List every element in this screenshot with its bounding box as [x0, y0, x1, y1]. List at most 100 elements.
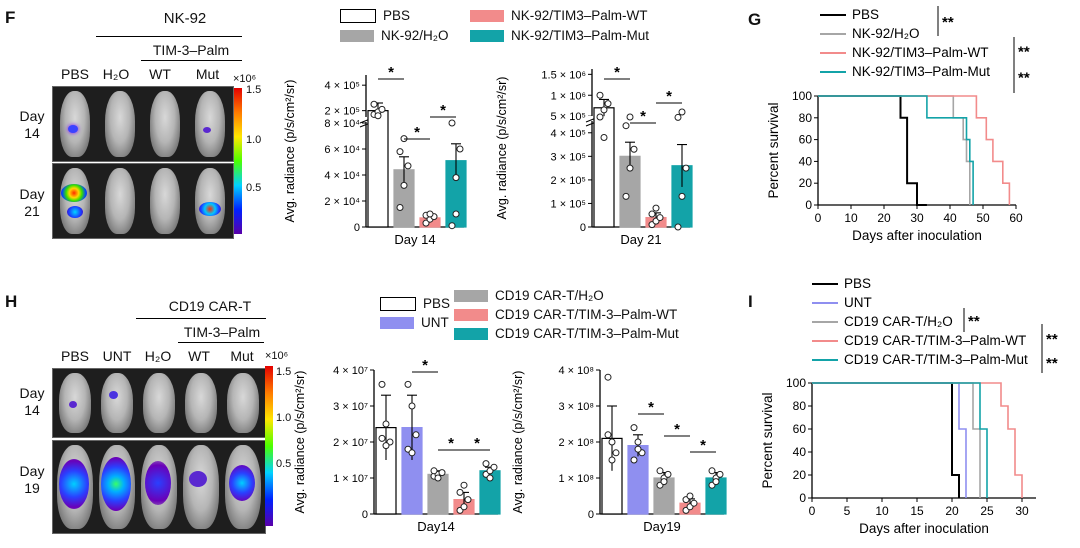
x-tick-label: 0: [809, 504, 816, 518]
data-point: [634, 445, 642, 453]
axis-break-gap: [586, 116, 692, 121]
data-point: [648, 210, 656, 218]
data-point: [626, 113, 634, 121]
x-tick-label: 10: [844, 211, 858, 225]
y-tick-label: 0: [362, 509, 368, 521]
y-tick-label: 4 × 10⁵: [551, 128, 586, 140]
h-scale-tick-1: 1.5: [276, 366, 292, 378]
data-point: [378, 434, 386, 442]
y-tick-label: 6 × 10⁴: [324, 144, 360, 156]
data-point: [382, 420, 390, 428]
h-row-day19: Day 19: [19, 463, 45, 496]
data-point: [400, 181, 408, 189]
x-tick-label: 60: [1009, 211, 1023, 225]
survival-line: [812, 382, 1023, 498]
data-point: [664, 470, 672, 478]
survival-line: [812, 382, 960, 498]
y-tick-label: 5 × 10⁵: [551, 111, 586, 123]
significance-label: **: [1046, 331, 1058, 348]
y-tick-label: 3 × 10⁵: [551, 151, 586, 163]
data-point: [600, 133, 608, 141]
panel-label-f: F: [5, 8, 16, 27]
h-legend-wt: CD19 CAR-T/TIM-3–Palm-WT: [454, 307, 677, 322]
data-point: [626, 164, 634, 172]
f-col-pbs: PBS: [60, 66, 89, 82]
legend-label: NK-92/TIM3–Palm-Mut: [852, 64, 990, 79]
x-tick-label: 30: [1015, 504, 1029, 518]
h-legend-unt: UNT: [380, 315, 449, 330]
significance-label: *: [440, 102, 446, 119]
data-point: [652, 204, 660, 212]
y-tick-label: 80: [793, 399, 807, 413]
h-group-divider: [136, 318, 266, 319]
data-point: [382, 442, 390, 450]
significance-label: *: [666, 88, 672, 105]
x-axis-label: Day 21: [620, 232, 661, 247]
f-legend-h2o: NK-92/H₂O: [340, 28, 449, 43]
data-point: [426, 210, 434, 218]
h-col-mut: Mut: [230, 348, 254, 364]
data-point: [712, 478, 720, 486]
x-tick-label: 15: [910, 504, 924, 518]
x-tick-label: 50: [976, 211, 990, 225]
f-scale-tick-1: 1.5: [246, 84, 262, 96]
y-tick-label: 1 × 10⁷: [333, 473, 368, 485]
h-scale-tick-2: 1.0: [276, 412, 292, 424]
significance-label: *: [388, 64, 394, 81]
data-point: [374, 112, 382, 120]
f-scale-tick-2: 1.0: [246, 134, 262, 146]
h-group-header: CD19 CAR-T: [168, 298, 252, 314]
survival-line: [812, 382, 967, 498]
y-tick-label: 60: [799, 133, 813, 147]
h-scale-tick-3: 0.5: [276, 458, 292, 470]
y-tick-label: 60: [793, 422, 807, 436]
f-legend-mut: NK-92/TIM3–Palm-Mut: [470, 28, 649, 43]
f-bli-image-day21: [52, 163, 234, 239]
x-axis-label: Day 14: [394, 232, 435, 247]
x-tick-label: 30: [910, 211, 924, 225]
survival-line: [818, 95, 971, 205]
legend-label: PBS: [844, 276, 871, 291]
y-axis-label: Percent survival: [766, 102, 781, 198]
data-point: [378, 105, 386, 113]
data-point: [490, 463, 498, 471]
legend-label: NK-92/TIM3–Palm-WT: [852, 45, 989, 60]
y-tick-label: 100: [792, 89, 812, 103]
x-tick-label: 20: [945, 504, 959, 518]
data-point: [604, 431, 612, 439]
x-axis-label: Days after inoculation: [859, 521, 989, 536]
data-point: [482, 460, 490, 468]
f-sub-divider: [141, 60, 242, 61]
f-scale-exponent: ×10⁶: [233, 73, 257, 85]
h-legend-pbs: PBS: [380, 296, 450, 312]
y-axis-label: Avg. radiance (p/s/cm²/sr): [293, 371, 307, 514]
x-tick-label: 20: [877, 211, 891, 225]
data-point: [604, 373, 612, 381]
x-tick-label: 40: [943, 211, 957, 225]
data-point: [634, 438, 642, 446]
h-col-h2o: H₂O: [144, 348, 172, 364]
significance-label: **: [1046, 355, 1058, 372]
data-point: [430, 467, 438, 475]
h-col-unt: UNT: [102, 348, 132, 364]
y-tick-label: 8 × 10⁴: [324, 118, 360, 130]
h-bli-image-day19: [52, 440, 266, 534]
data-point: [600, 106, 608, 114]
y-tick-label: 4 × 10⁵: [325, 80, 360, 92]
data-point: [438, 469, 446, 477]
significance-label: *: [640, 108, 646, 125]
f-row-day21: Day 21: [19, 186, 45, 219]
legend-label: CD19 CAR-T/H₂O: [844, 314, 953, 329]
data-point: [686, 492, 694, 500]
y-tick-label: 2 × 10⁸: [558, 437, 594, 449]
legend-label: CD19 CAR-T/TIM-3–Palm-Mut: [844, 352, 1028, 367]
h-scale-exponent: ×10⁶: [265, 350, 289, 362]
y-tick-label: 20: [799, 176, 813, 190]
legend-label: PBS: [852, 7, 879, 22]
x-tick-label: 5: [844, 504, 851, 518]
h-sub-divider: [178, 342, 264, 343]
significance-label: *: [700, 437, 706, 454]
significance-label: **: [1018, 44, 1030, 61]
panel-label-h: H: [5, 292, 18, 311]
data-point: [608, 456, 616, 464]
